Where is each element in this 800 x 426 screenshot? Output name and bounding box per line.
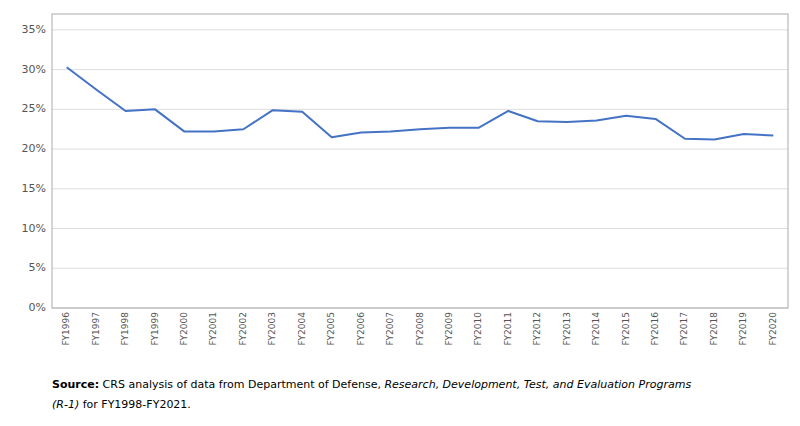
x-tick-label: FY1998	[120, 312, 130, 346]
x-tick-label: FY2017	[679, 312, 689, 346]
x-tick-label: FY2003	[267, 312, 277, 346]
y-tick-label: 35%	[22, 23, 46, 36]
x-tick-label: FY2014	[591, 312, 601, 346]
grid-line	[52, 188, 788, 189]
source-note: (R-1) for FY1998-FY2021.	[52, 398, 191, 411]
x-tick-label: FY2010	[473, 312, 483, 346]
grid-line	[52, 69, 788, 70]
x-tick-label: FY2013	[562, 312, 572, 346]
source-run: CRS analysis of data from Department of …	[99, 378, 384, 391]
x-tick-label: FY2015	[621, 312, 631, 346]
y-tick-label: 20%	[22, 142, 46, 155]
plot-frame	[52, 14, 788, 308]
x-tick-label: FY2006	[356, 312, 366, 346]
x-tick-label: FY1999	[150, 312, 160, 346]
source-note: Source: CRS analysis of data from Depart…	[52, 378, 691, 391]
source-run: for FY1998-FY2021.	[79, 398, 191, 411]
plot-area	[67, 67, 774, 139]
x-tick-label: FY2007	[385, 312, 395, 346]
x-tick-label: FY2002	[238, 312, 248, 346]
x-tick-label: FY2001	[208, 312, 218, 346]
y-tick-label: 30%	[22, 63, 46, 76]
chart: 0% 5% 10% 15% 20% 25% 30% 35% FY1996 FY1997 FY1998…	[0, 0, 800, 426]
source-run: Source:	[52, 378, 99, 391]
grid-line	[52, 149, 788, 150]
source-run: (R-1)	[52, 398, 79, 411]
grid-line	[52, 228, 788, 229]
x-tick-label: FY2000	[179, 312, 189, 346]
x-tick-label: FY1996	[61, 312, 71, 346]
x-tick-label: FY1997	[91, 312, 101, 346]
y-tick-label: 0%	[29, 301, 46, 314]
grid-line	[52, 109, 788, 110]
x-tick-label: FY2008	[415, 312, 425, 346]
x-tick-label: FY2016	[650, 312, 660, 346]
y-tick-label: 5%	[29, 261, 46, 274]
x-tick-label: FY2011	[503, 312, 513, 346]
source-run: Research, Development, Test, and Evaluat…	[384, 378, 691, 391]
y-tick-label: 15%	[22, 182, 46, 195]
x-tick-label: FY2019	[738, 312, 748, 346]
grid-line	[52, 268, 788, 269]
x-tick-label: FY2018	[709, 312, 719, 346]
grid-line	[52, 29, 788, 30]
data-line	[67, 67, 774, 139]
x-tick-label: FY2009	[444, 312, 454, 346]
x-tick-label: FY2020	[768, 312, 778, 346]
y-tick-label: 25%	[22, 102, 46, 115]
x-tick-label: FY2005	[326, 312, 336, 346]
x-tick-label: FY2012	[532, 312, 542, 346]
y-tick-label: 10%	[22, 222, 46, 235]
grid	[52, 30, 788, 308]
x-tick-label: FY2004	[297, 312, 307, 346]
